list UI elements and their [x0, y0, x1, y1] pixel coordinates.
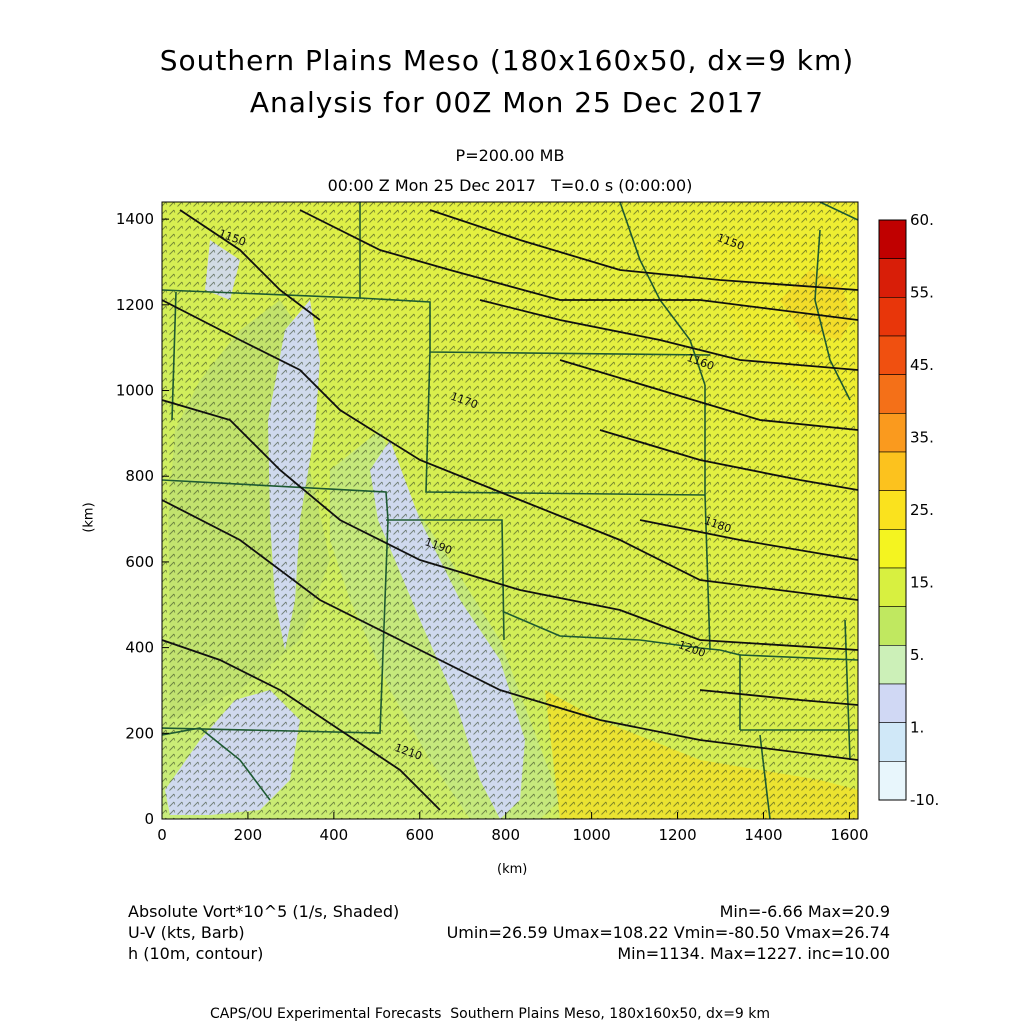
contour-line-11 — [699, 689, 858, 706]
legend-barb-field: U-V (kts, Barb) — [128, 923, 245, 942]
colorbar-label: 15. — [910, 574, 934, 592]
y-axis-ticks: 0 200 400 600 800 1000 1200 1400 — [116, 210, 169, 828]
legend-barb-range: Umin=26.59 Umax=108.22 Vmin=-80.50 Vmax=… — [446, 923, 890, 942]
border-16 — [171, 291, 177, 421]
border-1 — [359, 297, 711, 356]
border-15 — [759, 734, 771, 819]
colorbar-label: 25. — [910, 501, 934, 519]
pressure-level: P=200.00 MB — [455, 146, 565, 165]
y-axis-label: (km) — [81, 502, 97, 533]
legend-contour-field: h (10m, contour) — [128, 944, 264, 963]
x-axis-label: (km) — [497, 862, 528, 877]
border-4 — [162, 479, 389, 521]
contour-line-5 — [162, 639, 441, 811]
legend-shaded-range: Min=-6.66 Max=20.9 — [719, 902, 890, 921]
border-6 — [162, 519, 389, 734]
colorbar-swatch — [878, 413, 907, 453]
map-title: Southern Plains Meso (180x160x50, dx=9 k… — [159, 44, 855, 77]
y-tick-label: 200 — [125, 724, 154, 742]
legend-contour-range: Min=1134. Max=1227. inc=10.00 — [617, 944, 890, 963]
colorbar-label: 1. — [910, 719, 924, 737]
contour-line-10 — [639, 519, 858, 561]
border-13 — [819, 202, 858, 221]
colorbar-swatch — [878, 219, 907, 259]
valid-time: 00:00 Z Mon 25 Dec 2017 T=0.0 s (0:00:00… — [327, 176, 693, 195]
contour-line-3 — [162, 399, 858, 651]
colorbar-swatch — [878, 683, 907, 723]
x-tick-label: 800 — [491, 826, 520, 844]
contour-line-4 — [162, 499, 858, 761]
colorbar-swatch — [878, 258, 907, 298]
colorbar-swatch — [878, 297, 907, 337]
x-tick-label: 1600 — [830, 826, 868, 844]
contour-line-8 — [559, 359, 858, 431]
contour-line-0 — [179, 209, 321, 321]
x-tick-label: 400 — [320, 826, 349, 844]
y-tick-label: 800 — [125, 467, 154, 485]
colorbar-swatch — [878, 335, 907, 375]
contour-line-1 — [299, 209, 858, 321]
colorbar-swatch — [878, 374, 907, 414]
x-tick-label: 0 — [157, 826, 167, 844]
x-tick-label: 1400 — [744, 826, 782, 844]
contour-line-2 — [162, 299, 858, 601]
border-2 — [425, 351, 706, 496]
state-borders — [162, 202, 858, 819]
colorbar-swatch — [878, 490, 907, 530]
colorbar-swatch — [878, 567, 907, 607]
colorbar-label: 45. — [910, 356, 934, 374]
map-subtitle: Analysis for 00Z Mon 25 Dec 2017 — [249, 86, 765, 119]
contour-line-7 — [479, 299, 858, 371]
border-10 — [739, 654, 858, 661]
colorbar: 60. 55. 45. 35. 25. 15. 5. 1. -10. — [878, 211, 939, 809]
contour-line-6 — [429, 209, 858, 291]
colorbar-label: 5. — [910, 646, 924, 664]
border-18 — [844, 619, 851, 761]
colorbar-label: 35. — [910, 429, 934, 447]
colorbar-label: 60. — [910, 211, 934, 229]
x-tick-label: 600 — [405, 826, 434, 844]
y-tick-label: 1000 — [116, 382, 154, 400]
x-tick-label: 200 — [234, 826, 263, 844]
y-tick-label: 1200 — [116, 296, 154, 314]
colorbar-label: 55. — [910, 284, 934, 302]
border-14 — [814, 229, 851, 401]
colorbar-swatch — [878, 606, 907, 646]
x-tick-label: 1200 — [658, 826, 696, 844]
credit-line: CAPS/OU Experimental Forecasts Southern … — [209, 1006, 771, 1022]
border-7 — [503, 611, 721, 651]
x-axis-ticks: 0 200 400 600 800 1000 1200 1400 1600 — [157, 812, 869, 844]
border-5 — [386, 519, 505, 641]
colorbar-swatch — [878, 451, 907, 491]
height-contours — [162, 209, 858, 811]
border-17 — [162, 727, 271, 801]
plot-frame — [161, 201, 859, 820]
colorbar-swatch — [878, 529, 907, 569]
colorbar-swatch — [878, 761, 907, 801]
contour-line-9 — [599, 429, 858, 491]
colorbar-swatch — [878, 645, 907, 685]
colorbar-swatch — [878, 722, 907, 762]
y-tick-label: 0 — [144, 810, 154, 828]
colorbar-label: -10. — [910, 791, 939, 809]
y-tick-label: 400 — [125, 639, 154, 657]
x-tick-label: 1000 — [573, 826, 611, 844]
y-tick-label: 600 — [125, 553, 154, 571]
y-tick-label: 1400 — [116, 210, 154, 228]
border-8 — [704, 494, 711, 651]
legend-shaded-field: Absolute Vort*10^5 (1/s, Shaded) — [128, 902, 400, 921]
